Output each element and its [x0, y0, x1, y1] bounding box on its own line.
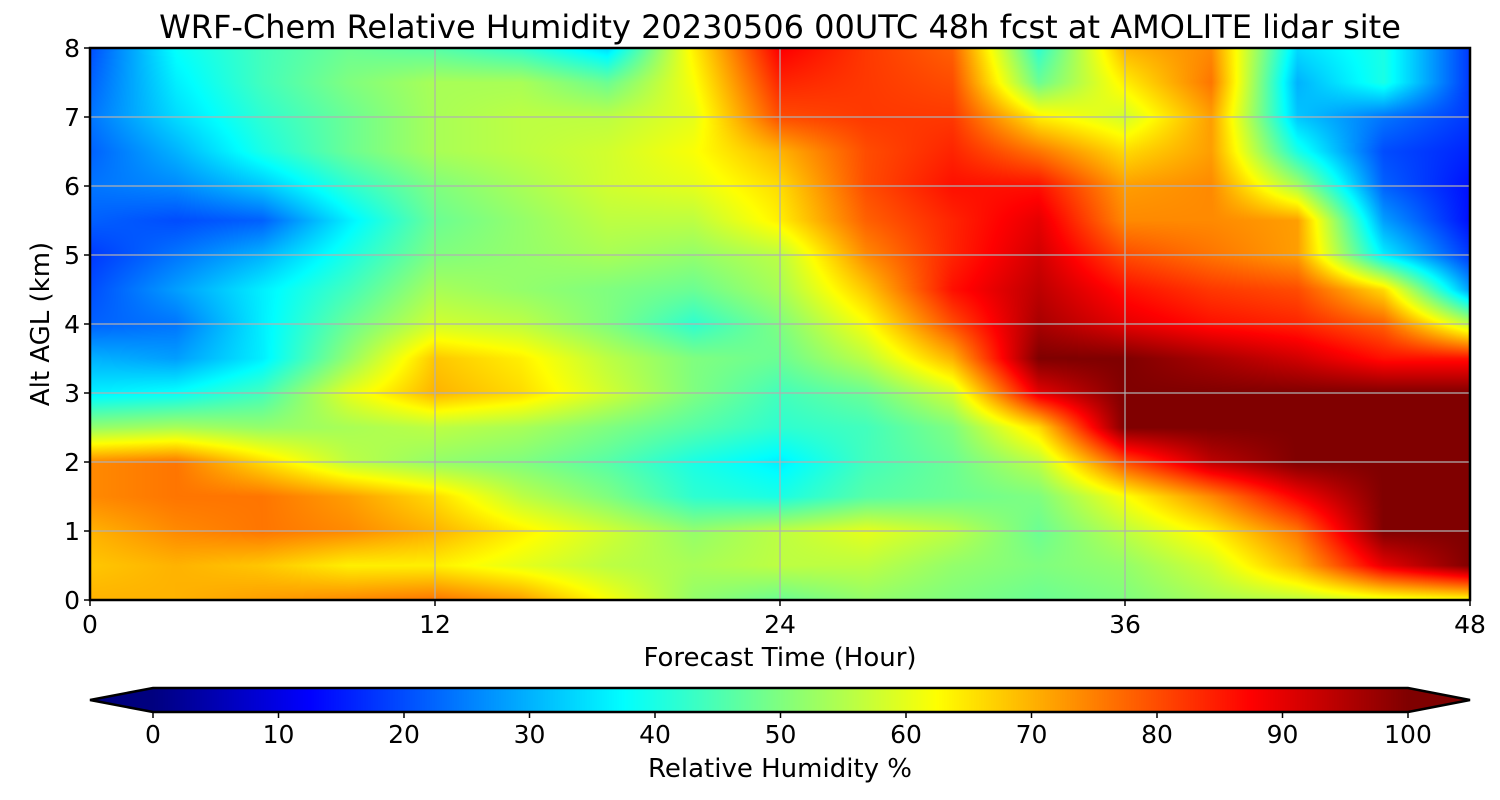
colorbar-tick-label: 50 [765, 720, 797, 749]
y-axis-label: Alt AGL (km) [26, 242, 56, 406]
colorbar-tick-label: 0 [145, 720, 161, 749]
colorbar-gradient [153, 688, 1408, 712]
colorbar-ticks: 0 10 20 30 40 50 60 70 80 90 100 [145, 712, 1432, 749]
colorbar-label: Relative Humidity % [648, 754, 912, 784]
colorbar-tick-label: 80 [1141, 720, 1173, 749]
plot-area [88, 46, 1472, 602]
y-tick-label: 2 [64, 448, 80, 477]
y-tick-label: 1 [64, 517, 80, 546]
colorbar-tick-label: 100 [1384, 720, 1432, 749]
colorbar-tick-label: 30 [514, 720, 546, 749]
colorbar-tick-label: 70 [1016, 720, 1048, 749]
colorbar: 0 10 20 30 40 50 60 70 80 90 100 Relative Humidity… [89, 686, 1471, 784]
x-tick-label: 0 [82, 610, 98, 639]
y-tick-label: 4 [64, 310, 80, 339]
colorbar-tick-label: 20 [388, 720, 420, 749]
x-axis-label: Forecast Time (Hour) [643, 643, 916, 673]
colorbar-tick-label: 40 [639, 720, 671, 749]
x-tick-label: 24 [764, 610, 796, 639]
y-tick-label: 6 [64, 172, 80, 201]
colorbar-under-extension [90, 688, 153, 712]
y-tick-label: 3 [64, 379, 80, 408]
x-tick-label: 48 [1454, 610, 1486, 639]
x-axis-ticks: 0 12 24 36 48 [82, 600, 1486, 639]
colorbar-over-extension [1408, 688, 1470, 712]
y-tick-label: 8 [64, 34, 80, 63]
colorbar-tick-label: 60 [890, 720, 922, 749]
x-tick-label: 36 [1109, 610, 1141, 639]
y-axis-ticks: 0 1 2 3 4 5 6 7 8 [64, 34, 90, 615]
grid-lines [90, 48, 1470, 600]
y-tick-label: 0 [64, 586, 80, 615]
y-tick-label: 7 [64, 103, 80, 132]
chart-title: WRF-Chem Relative Humidity 20230506 00UT… [159, 8, 1401, 46]
y-tick-label: 5 [64, 241, 80, 270]
colorbar-tick-label: 10 [263, 720, 295, 749]
x-tick-label: 12 [419, 610, 451, 639]
colorbar-tick-label: 90 [1267, 720, 1299, 749]
